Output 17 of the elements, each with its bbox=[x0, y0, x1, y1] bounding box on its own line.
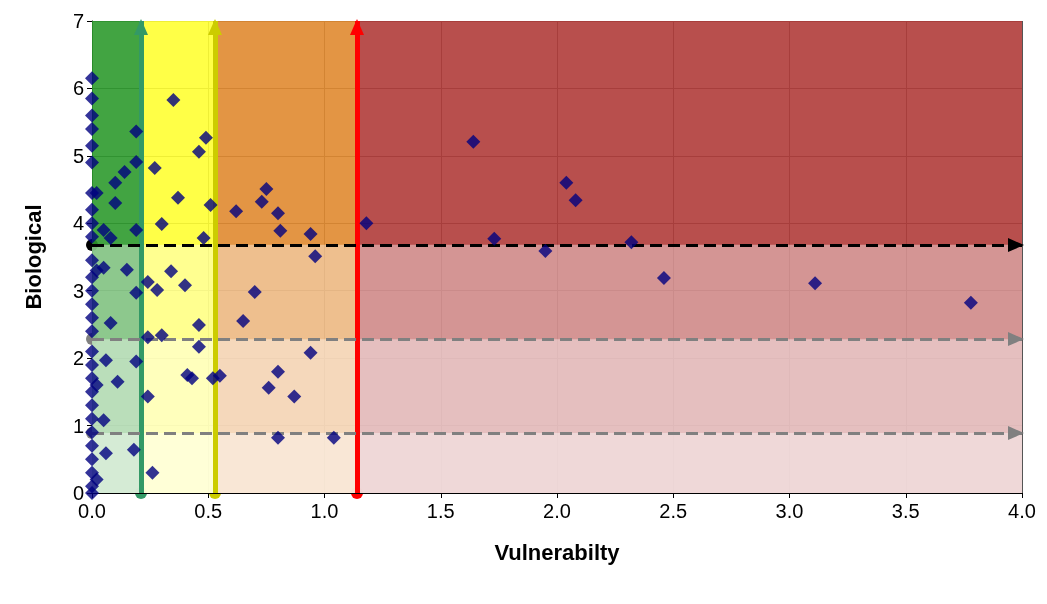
x-tick-label: 1.0 bbox=[310, 500, 339, 522]
y-tick-label: 2 bbox=[72, 347, 84, 370]
y-tick-label: 7 bbox=[72, 10, 84, 32]
y-tick-label: 1 bbox=[72, 414, 84, 437]
y-tick-label: 3 bbox=[72, 279, 84, 302]
x-tick-label: 0.5 bbox=[194, 500, 223, 522]
y-axis-title: Biological bbox=[20, 204, 46, 310]
y-tick-label: 6 bbox=[72, 77, 84, 100]
x-tick-label: 1.5 bbox=[426, 500, 455, 522]
x-axis-title: Vulnerabilty bbox=[494, 539, 621, 565]
x-tick-label: 2.5 bbox=[659, 500, 688, 522]
y-tick-label: 4 bbox=[72, 212, 84, 235]
x-tick-label: 2.0 bbox=[543, 500, 571, 522]
x-tick-label: 3.5 bbox=[891, 500, 920, 522]
x-tick-label: 3.0 bbox=[775, 500, 804, 522]
x-tick-label: 4.0 bbox=[1008, 500, 1036, 522]
y-tick-label: 5 bbox=[72, 144, 84, 167]
